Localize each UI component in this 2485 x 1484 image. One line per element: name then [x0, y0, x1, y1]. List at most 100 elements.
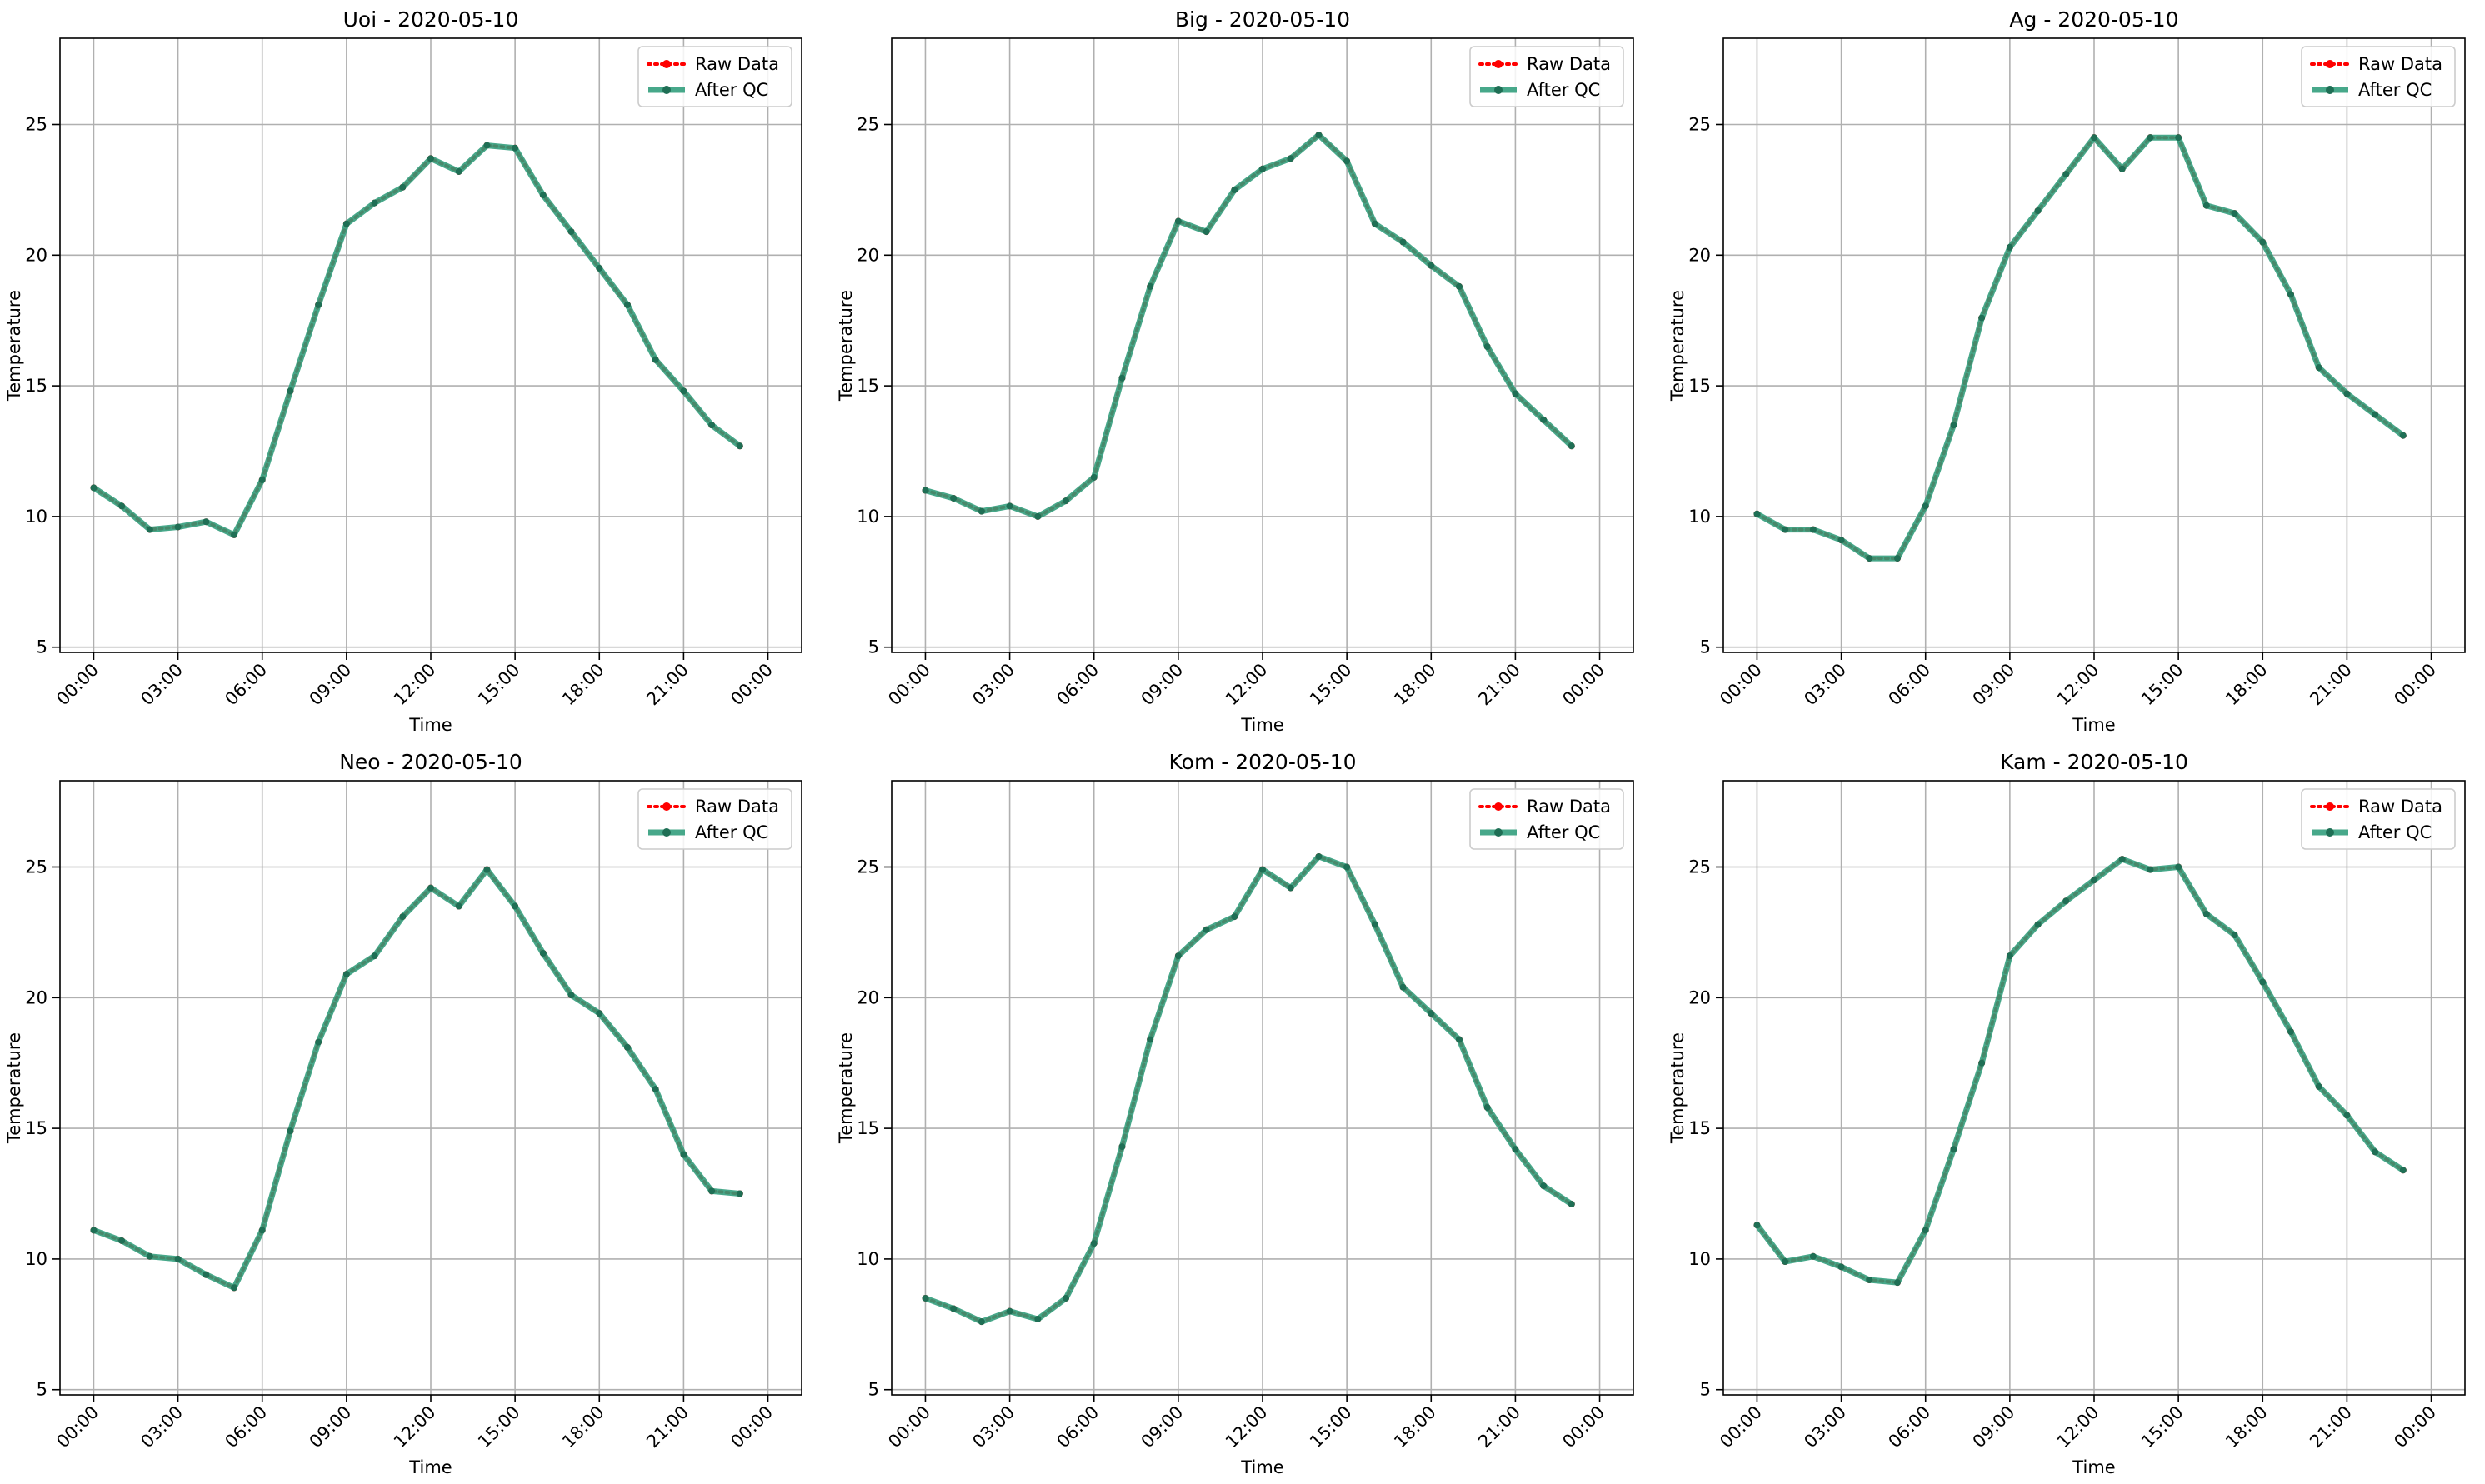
after-qc-point	[1174, 217, 1182, 225]
x-axis-label: Time	[1240, 1457, 1283, 1477]
after-qc-point	[512, 902, 519, 910]
after-qc-point	[1483, 1104, 1491, 1112]
after-qc-point	[2259, 978, 2267, 986]
after-qc-point	[231, 1284, 238, 1292]
x-tick-label: 09:00	[1969, 1402, 2019, 1452]
after-qc-point	[1866, 1277, 1873, 1284]
after-qc-point	[1866, 555, 1873, 562]
x-tick-label: 12:00	[1222, 1402, 1272, 1452]
y-tick-label: 20	[25, 245, 48, 265]
after-qc-point	[1259, 866, 1266, 873]
after-qc-point	[568, 228, 575, 236]
after-qc-point	[1371, 921, 1378, 928]
after-qc-point	[258, 1227, 266, 1234]
chart-title: Big - 2020-05-10	[1175, 7, 1350, 32]
after-qc-point	[1950, 1146, 1958, 1153]
after-qc-line	[924, 853, 1573, 1325]
legend-raw-marker	[2326, 60, 2334, 68]
after-qc-point	[1782, 526, 1789, 533]
after-qc-point	[1399, 238, 1407, 246]
after-qc-point	[202, 1271, 210, 1278]
y-axis-label: Temperature	[1668, 290, 1688, 402]
after-qc-line	[1755, 134, 2405, 562]
x-tick-label: 03:00	[1800, 660, 1850, 710]
after-qc-point	[2372, 411, 2379, 418]
after-qc-point	[1809, 1252, 1817, 1260]
x-axis-label: Time	[408, 715, 452, 735]
after-qc-point	[231, 531, 238, 538]
y-tick-label: 20	[1688, 987, 1711, 1007]
after-qc-point	[1034, 512, 1042, 520]
after-qc-point	[2343, 1112, 2351, 1119]
after-qc-point	[90, 1227, 98, 1234]
x-tick-label: 00:00	[52, 660, 102, 710]
y-tick-label: 15	[857, 1118, 879, 1138]
x-tick-label: 09:00	[1138, 1402, 1188, 1452]
after-qc-point	[2202, 202, 2210, 209]
after-qc-point	[1118, 374, 1126, 382]
after-qc-point	[2231, 210, 2238, 217]
x-tick-label: 12:00	[2053, 1402, 2103, 1452]
after-qc-line	[92, 142, 742, 538]
after-qc-point	[922, 487, 929, 494]
after-qc-point	[1202, 926, 1210, 933]
x-tick-label: 18:00	[1390, 660, 1440, 710]
legend-qc-label: After QC	[2358, 822, 2432, 842]
grid	[892, 781, 1633, 1395]
after-qc-point	[623, 1043, 631, 1051]
x-tick-label: 00:00	[2390, 1402, 2440, 1452]
chart-title: Kam - 2020-05-10	[2000, 750, 2188, 774]
legend: Raw Data After QC	[2301, 46, 2456, 107]
after-qc-point	[1540, 1182, 1548, 1190]
after-qc-point	[1090, 473, 1098, 481]
y-tick-label: 10	[857, 507, 879, 527]
after-qc-point	[1978, 314, 1986, 322]
grid	[1723, 781, 2465, 1395]
after-qc-point	[455, 902, 462, 910]
legend-raw-marker	[662, 802, 671, 811]
legend-raw-marker	[1494, 60, 1502, 68]
y-tick-label: 5	[1700, 637, 1711, 657]
after-qc-point	[371, 952, 378, 960]
after-qc-point	[1568, 1201, 1575, 1208]
legend-qc-marker	[1494, 828, 1502, 837]
after-qc-point	[2034, 921, 2042, 928]
x-tick-label: 06:00	[221, 660, 271, 710]
x-tick-label: 09:00	[306, 1402, 356, 1452]
after-qc-point	[708, 422, 716, 429]
after-qc-point	[2175, 134, 2182, 142]
chart-panel-4: 5 10 15 20 25 00:00 03:00 06:00 09:00 12:00 15:00 1…	[4, 750, 802, 1477]
after-qc-point	[1315, 852, 1322, 860]
y-tick-label: 10	[1688, 507, 1711, 527]
after-qc-point	[1231, 913, 1238, 921]
after-qc-point	[483, 142, 491, 149]
x-tick-label: 15:00	[2138, 1402, 2188, 1452]
after-qc-point	[1118, 1143, 1126, 1151]
after-qc-point	[708, 1187, 716, 1195]
legend-qc-marker	[2326, 828, 2334, 837]
after-qc-point	[174, 1255, 182, 1262]
legend-qc-label: After QC	[695, 80, 768, 100]
x-tick-label: 21:00	[1474, 660, 1524, 710]
after-qc-point	[315, 301, 322, 308]
x-tick-label: 06:00	[1052, 1402, 1102, 1452]
y-tick-label: 25	[25, 114, 48, 134]
after-qc-point	[2202, 910, 2210, 917]
after-qc-point	[428, 155, 434, 162]
after-qc-point	[2287, 291, 2294, 298]
after-qc-point	[1512, 1146, 1519, 1153]
y-tick-label: 10	[25, 1249, 48, 1269]
legend-qc-label: After QC	[1527, 822, 1600, 842]
after-qc-point	[174, 523, 182, 531]
after-qc-point	[1259, 165, 1266, 172]
legend: Raw Data After QC	[638, 46, 792, 107]
legend-qc-marker	[1494, 86, 1502, 94]
after-qc-point	[146, 1252, 153, 1260]
after-qc-point	[1809, 526, 1817, 533]
y-tick-label: 15	[1688, 1118, 1711, 1138]
after-qc-point	[2091, 134, 2098, 142]
after-qc-point	[978, 1318, 985, 1326]
after-qc-point	[539, 192, 547, 199]
after-qc-point	[596, 1010, 603, 1017]
x-tick-label: 15:00	[474, 1402, 524, 1452]
